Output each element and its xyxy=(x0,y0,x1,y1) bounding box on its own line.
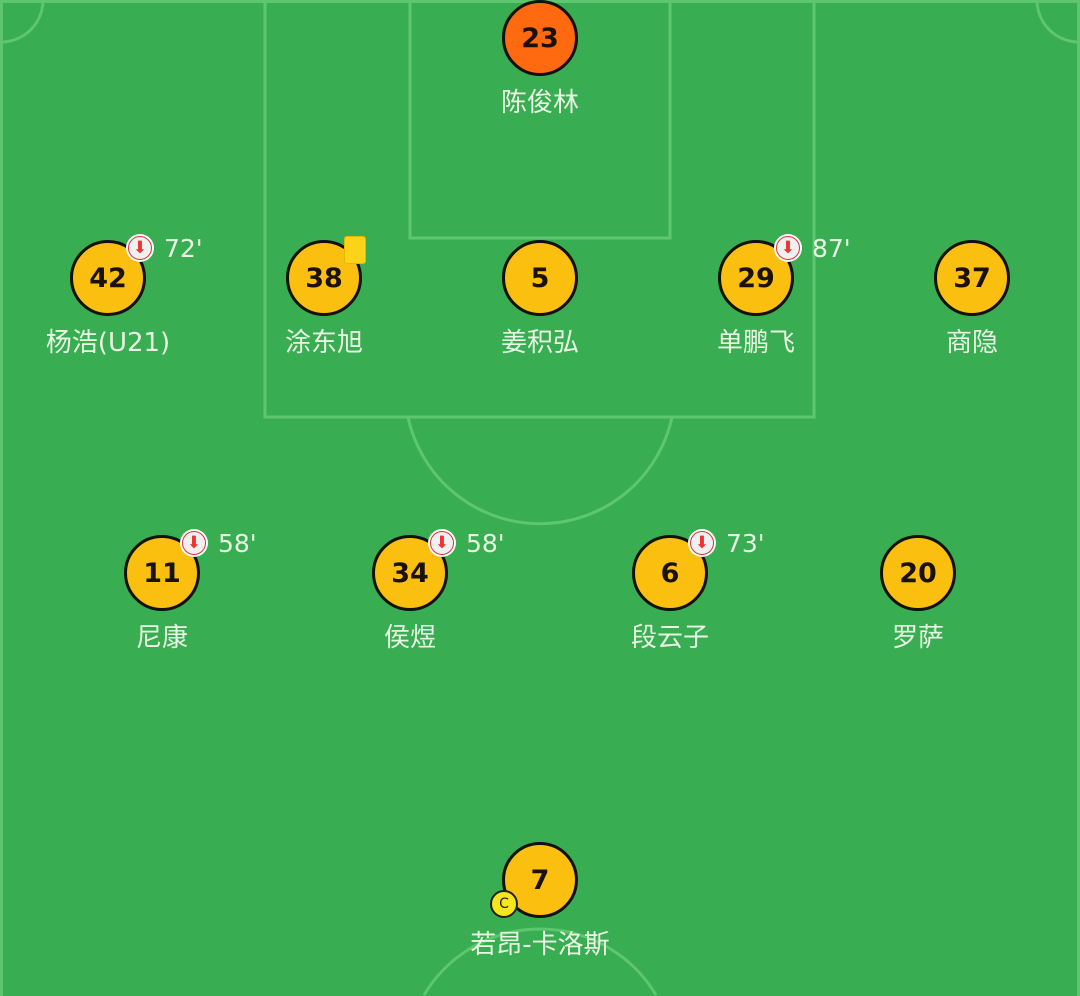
substitution-minute: 72' xyxy=(164,234,203,263)
captain-badge-icon: C xyxy=(490,890,518,918)
player-number-disc[interactable]: 23 xyxy=(502,0,578,76)
player-name: 商隐 xyxy=(945,328,998,358)
player-number-disc[interactable]: 11 xyxy=(124,535,200,611)
corner-arc-left xyxy=(0,0,45,44)
player-number-disc[interactable]: 5 xyxy=(502,240,578,316)
player-name: 单鹏飞 xyxy=(716,328,795,358)
player-name: 杨浩(U21) xyxy=(45,328,171,358)
player-name: 侯煜 xyxy=(383,623,436,653)
substitution-out-icon: ⬇ xyxy=(688,529,716,557)
substitution-minute: 73' xyxy=(726,529,765,558)
corner-arc-right xyxy=(1035,0,1080,44)
substitution-out-icon: ⬇ xyxy=(126,234,154,262)
penalty-arc xyxy=(406,416,674,526)
player-name: 段云子 xyxy=(630,623,709,653)
penalty-box xyxy=(263,0,816,419)
player-name: 罗萨 xyxy=(891,623,944,653)
player-name: 陈俊林 xyxy=(500,88,579,118)
substitution-minute: 87' xyxy=(812,234,851,263)
player-name: 若昂-卡洛斯 xyxy=(470,930,610,960)
goal-box xyxy=(408,0,672,240)
player-number-disc[interactable]: 37 xyxy=(934,240,1010,316)
substitution-out-icon: ⬇ xyxy=(774,234,802,262)
substitution-out-icon: ⬇ xyxy=(428,529,456,557)
substitution-out-icon: ⬇ xyxy=(180,529,208,557)
player-name: 姜积弘 xyxy=(500,328,579,358)
player-number-disc[interactable]: 6 xyxy=(632,535,708,611)
player-name: 尼康 xyxy=(135,623,188,653)
substitution-minute: 58' xyxy=(466,529,505,558)
player-number-disc[interactable]: 7 xyxy=(502,842,578,918)
player-number-disc[interactable]: 38 xyxy=(286,240,362,316)
yellow-card-icon xyxy=(344,236,366,264)
player-number-disc[interactable]: 20 xyxy=(880,535,956,611)
center-circle xyxy=(422,927,658,996)
substitution-minute: 58' xyxy=(218,529,257,558)
player-name: 涂东旭 xyxy=(284,328,363,358)
